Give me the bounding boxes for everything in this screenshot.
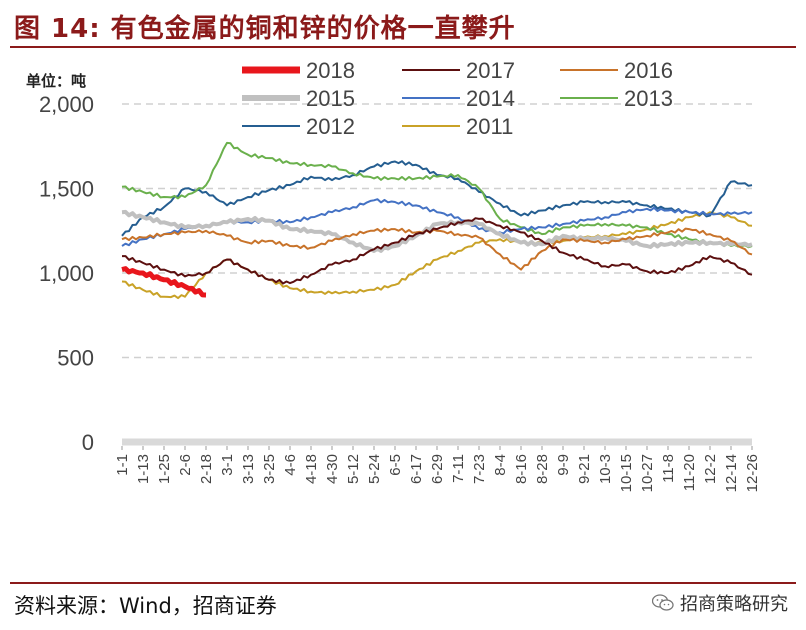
x-tick-label: 9-21 — [576, 454, 593, 484]
x-tick-label: 8-16 — [513, 454, 530, 484]
x-tick-label: 6-5 — [387, 454, 404, 476]
x-tick-label: 6-17 — [408, 454, 425, 484]
y-axis-ticks: 0 500 1,000 1,500 2,000 — [39, 92, 94, 455]
x-tick-label: 10-15 — [618, 454, 635, 492]
x-tick-label: 10-27 — [639, 454, 656, 492]
title-rule — [10, 46, 796, 48]
x-tick-label: 11-8 — [660, 454, 677, 483]
series-line-2016 — [121, 227, 753, 271]
wechat-icon — [652, 594, 674, 611]
legend-label-2011: 2011 — [466, 114, 513, 139]
legend-label-2015: 2015 — [306, 86, 355, 111]
y-tick-label: 2,000 — [39, 92, 94, 117]
x-tick-label: 12-14 — [723, 454, 740, 492]
x-tick-label: 4-18 — [303, 454, 320, 484]
brand: 招商策略研究 — [652, 590, 788, 616]
y-tick-label: 1,500 — [39, 177, 94, 202]
source-note: 资料来源：Wind，招商证券 — [14, 594, 277, 618]
x-tick-label: 7-11 — [450, 454, 467, 483]
x-tick-label: 2-6 — [177, 454, 194, 476]
x-tick-label: 9-9 — [555, 454, 572, 476]
series-line-2012 — [121, 160, 753, 237]
x-tick-label: 5-24 — [366, 454, 383, 484]
x-tick-label: 12-26 — [744, 454, 761, 492]
x-tick-label: 12-2 — [702, 454, 719, 484]
legend-label-2012: 2012 — [306, 114, 355, 139]
x-tick-label: 11-20 — [681, 454, 698, 491]
x-tick-label: 3-25 — [261, 454, 278, 484]
brand-label: 招商策略研究 — [680, 594, 788, 615]
x-tick-label: 1-13 — [135, 454, 152, 484]
unit-label: 单位：吨 — [26, 72, 86, 90]
legend-label-2013: 2013 — [624, 86, 673, 111]
x-tick-label: 5-12 — [345, 454, 362, 484]
x-tick-label: 3-1 — [219, 454, 236, 476]
x-tick-label: 3-13 — [240, 454, 257, 484]
grid — [122, 103, 752, 446]
x-tick-label: 7-23 — [471, 454, 488, 484]
series-lines — [121, 141, 753, 300]
legend-label-2016: 2016 — [624, 58, 673, 83]
y-tick-label: 500 — [57, 346, 94, 371]
series-line-2015 — [121, 209, 753, 253]
x-tick-label: 8-4 — [492, 454, 509, 476]
x-tick-label: 1-25 — [156, 454, 173, 484]
legend-label-2014: 2014 — [466, 86, 515, 111]
x-tick-label: 6-29 — [429, 454, 446, 484]
x-tick-label: 1-1 — [114, 454, 131, 476]
x-axis: 1-1 1-13 1-25 2-6 2-18 3-1 3-13 3-25 4-6 4-18 4-30… — [114, 446, 761, 492]
y-tick-label: 1,000 — [39, 261, 94, 286]
figure-title: 图 14: 有色金属的铜和锌的价格一直攀升 — [14, 14, 516, 44]
y-tick-label: 0 — [82, 430, 94, 455]
legend-label-2017: 2017 — [466, 58, 515, 83]
x-tick-label: 4-6 — [282, 454, 299, 476]
legend: 2018 2017 2016 2015 2014 2013 2012 2011 — [242, 58, 673, 139]
footer-rule — [10, 582, 796, 584]
x-tick-label: 2-18 — [198, 454, 215, 484]
series-line-2017 — [122, 217, 753, 285]
legend-label-2018: 2018 — [306, 58, 355, 83]
series-line-2018 — [121, 266, 207, 298]
x-tick-label: 8-28 — [534, 454, 551, 484]
series-line-2013 — [121, 141, 753, 249]
x-tick-label: 10-3 — [597, 454, 614, 484]
x-tick-label: 4-30 — [324, 454, 341, 484]
